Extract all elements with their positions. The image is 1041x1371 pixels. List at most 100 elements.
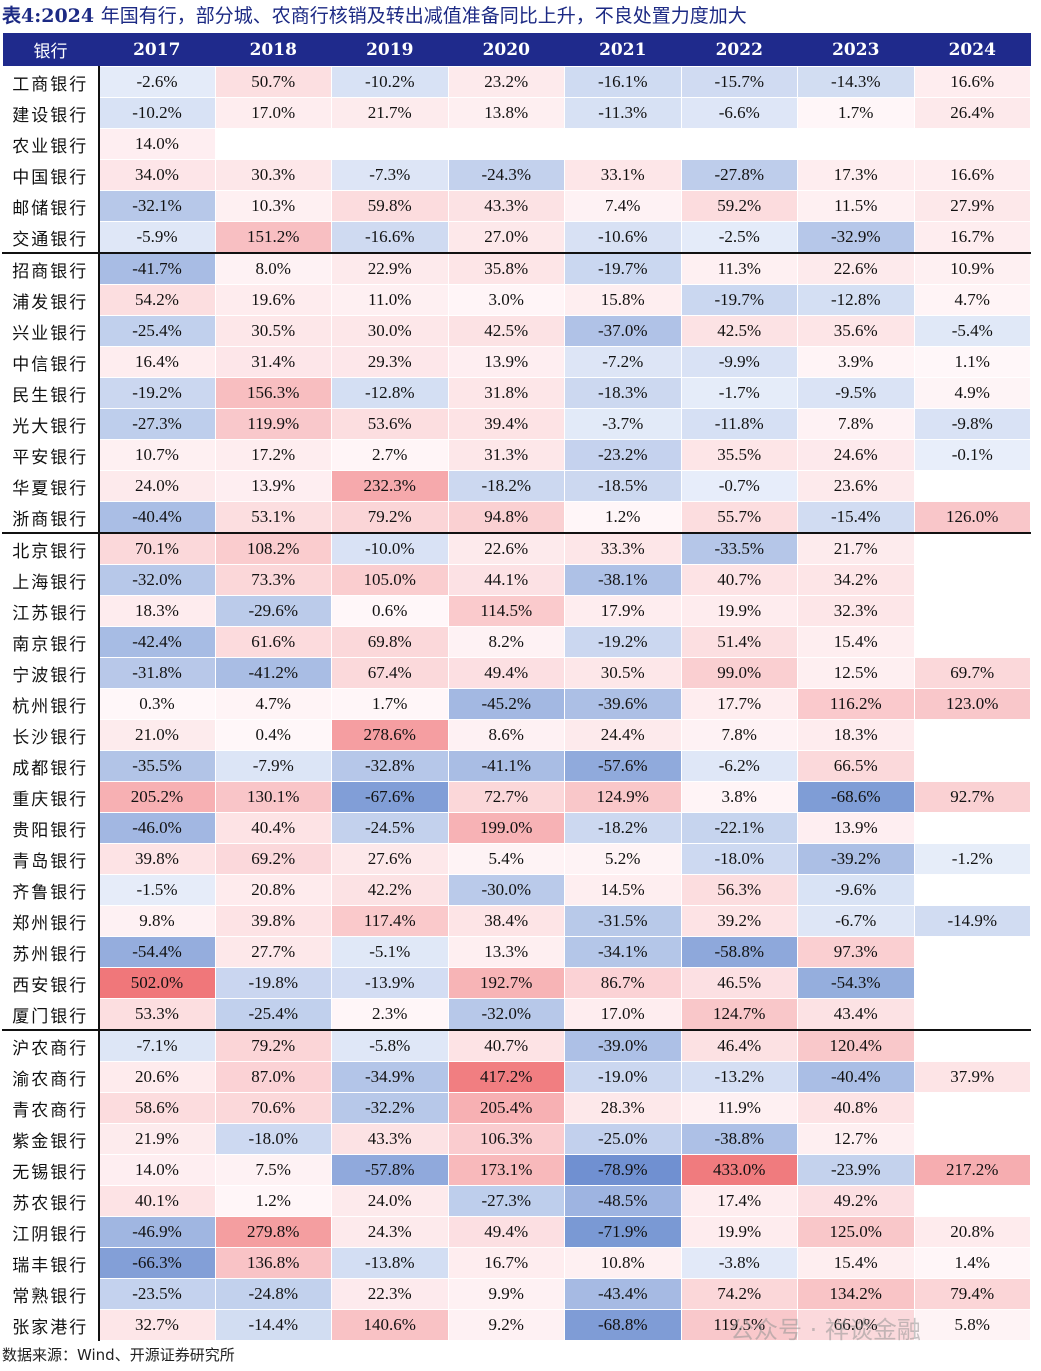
value-cell: 69.7%	[913, 657, 1031, 689]
value-cell: 39.4%	[447, 408, 565, 440]
value-cell: 32.3%	[797, 595, 915, 627]
value-cell: 39.8%	[98, 843, 216, 875]
table-row: 长沙银行 21.0% 0.4% 278.6% 8.6% 24.4% 7.8% 18.3%	[2, 719, 1031, 751]
value-cell: 13.9%	[797, 812, 915, 844]
value-cell: 119.9%	[214, 408, 332, 440]
value-cell: 35.6%	[797, 315, 915, 347]
value-cell: 13.9%	[214, 470, 332, 502]
value-cell: -11.3%	[564, 97, 682, 129]
value-cell: 126.0%	[913, 501, 1031, 534]
value-cell: 40.7%	[680, 564, 798, 596]
value-cell: 27.0%	[447, 221, 565, 254]
table-row: 渝农商行 20.6% 87.0% -34.9% 417.2% -19.0% -13.2% -4…	[2, 1061, 1031, 1093]
bank-name: 建设银行	[2, 97, 100, 129]
table-row: 郑州银行 9.8% 39.8% 117.4% 38.4% -31.5% 39.2% -6.7%…	[2, 905, 1031, 937]
value-cell: 433.0%	[680, 1154, 798, 1186]
value-cell: 124.9%	[564, 781, 682, 813]
value-cell	[913, 626, 1031, 658]
title-year: 2024	[41, 5, 95, 27]
value-cell: 37.9%	[913, 1061, 1031, 1093]
value-cell: 43.3%	[447, 190, 565, 222]
value-cell: -25.0%	[564, 1123, 682, 1155]
value-cell: 99.0%	[680, 657, 798, 689]
value-cell: 66.0%	[797, 1309, 915, 1341]
bank-name: 中信银行	[2, 346, 100, 378]
bank-name: 杭州银行	[2, 688, 100, 720]
value-cell: -10.6%	[564, 221, 682, 254]
table-row: 紫金银行 21.9% -18.0% 43.3% 106.3% -25.0% -38.8% 12…	[2, 1123, 1031, 1155]
table-row: 青农商行 58.6% 70.6% -32.2% 205.4% 28.3% 11.9% 40.8…	[2, 1092, 1031, 1124]
value-cell: 14.0%	[98, 1154, 216, 1186]
table-row: 中信银行 16.4% 31.4% 29.3% 13.9% -7.2% -9.9% 3.9% 1.…	[2, 346, 1031, 378]
value-cell: 11.0%	[331, 284, 449, 316]
value-cell: 9.9%	[447, 1278, 565, 1310]
table-row: 常熟银行 -23.5% -24.8% 22.3% 9.9% -43.4% 74.2% 134.…	[2, 1278, 1031, 1310]
table-row: 齐鲁银行 -1.5% 20.8% 42.2% -30.0% 14.5% 56.3% -9.6%	[2, 874, 1031, 906]
value-cell: -54.3%	[797, 967, 915, 999]
table-row: 张家港行 32.7% -14.4% 140.6% 9.2% -68.8% 119.5% 66.…	[2, 1309, 1031, 1341]
value-cell: 40.8%	[797, 1092, 915, 1124]
table-row: 中国银行 34.0% 30.3% -7.3% -24.3% 33.1% -27.8% 17.3…	[2, 159, 1031, 191]
value-cell: -39.2%	[797, 843, 915, 875]
value-cell	[913, 470, 1031, 502]
table-row: 青岛银行 39.8% 69.2% 27.6% 5.4% 5.2% -18.0% -39.2% -…	[2, 843, 1031, 875]
value-cell: -68.8%	[564, 1309, 682, 1341]
bank-name: 苏州银行	[2, 936, 100, 968]
value-cell: 2.3%	[331, 998, 449, 1031]
value-cell: -71.9%	[564, 1216, 682, 1248]
bank-name: 工商银行	[2, 66, 100, 98]
value-cell: 151.2%	[214, 221, 332, 254]
table-row: 南京银行 -42.4% 61.6% 69.8% 8.2% -19.2% 51.4% 15.4%	[2, 626, 1031, 658]
bank-name: 长沙银行	[2, 719, 100, 751]
bank-name: 沪农商行	[2, 1029, 100, 1062]
table-row: 苏州银行 -54.4% 27.7% -5.1% 13.3% -34.1% -58.8% 97.…	[2, 936, 1031, 968]
value-cell: 54.2%	[98, 284, 216, 316]
value-cell: 19.9%	[680, 595, 798, 627]
year-header: 2021	[564, 33, 681, 67]
value-cell: 59.2%	[680, 190, 798, 222]
table-row: 平安银行 10.7% 17.2% 2.7% 31.3% -23.2% 35.5% 24.6% -…	[2, 439, 1031, 471]
bank-name: 苏农银行	[2, 1185, 100, 1217]
value-cell: -38.1%	[564, 564, 682, 596]
value-cell: 39.2%	[680, 905, 798, 937]
value-cell: -31.5%	[564, 905, 682, 937]
value-cell	[331, 128, 449, 160]
table-row: 民生银行 -19.2% 156.3% -12.8% 31.8% -18.3% -1.7% -9…	[2, 377, 1031, 409]
value-cell: 26.4%	[913, 97, 1031, 129]
value-cell: 119.5%	[680, 1309, 798, 1341]
value-cell: 1.2%	[214, 1185, 332, 1217]
value-cell	[680, 128, 798, 160]
value-cell: 31.8%	[447, 377, 565, 409]
bank-name: 平安银行	[2, 439, 100, 471]
value-cell: 140.6%	[331, 1309, 449, 1341]
value-cell: 49.2%	[797, 1185, 915, 1217]
value-cell: 114.5%	[447, 595, 565, 627]
value-cell: -7.2%	[564, 346, 682, 378]
value-cell: -14.3%	[797, 66, 915, 98]
value-cell: 27.9%	[913, 190, 1031, 222]
bank-name: 郑州银行	[2, 905, 100, 937]
table-row: 建设银行 -10.2% 17.0% 21.7% 13.8% -11.3% -6.6% 1.7%…	[2, 97, 1031, 129]
value-cell: -32.1%	[98, 190, 216, 222]
value-cell: 31.4%	[214, 346, 332, 378]
value-cell: 22.3%	[331, 1278, 449, 1310]
value-cell: -13.2%	[680, 1061, 798, 1093]
value-cell: 124.7%	[680, 998, 798, 1031]
value-cell: 35.8%	[447, 252, 565, 285]
value-cell: 44.1%	[447, 564, 565, 596]
value-cell: 30.5%	[564, 657, 682, 689]
value-cell: 24.3%	[331, 1216, 449, 1248]
value-cell: -5.1%	[331, 936, 449, 968]
value-cell: -6.7%	[797, 905, 915, 937]
table-row: 交通银行 -5.9% 151.2% -16.6% 27.0% -10.6% -2.5% -32…	[2, 221, 1031, 254]
value-cell	[913, 750, 1031, 782]
value-cell: -14.4%	[214, 1309, 332, 1341]
value-cell: 108.2%	[214, 532, 332, 565]
value-cell: 94.8%	[447, 501, 565, 534]
value-cell: -18.0%	[680, 843, 798, 875]
value-cell: 15.4%	[797, 1247, 915, 1279]
value-cell: 40.7%	[447, 1029, 565, 1062]
value-cell: -32.0%	[447, 998, 565, 1031]
value-cell: -5.4%	[913, 315, 1031, 347]
value-cell: 123.0%	[913, 688, 1031, 720]
